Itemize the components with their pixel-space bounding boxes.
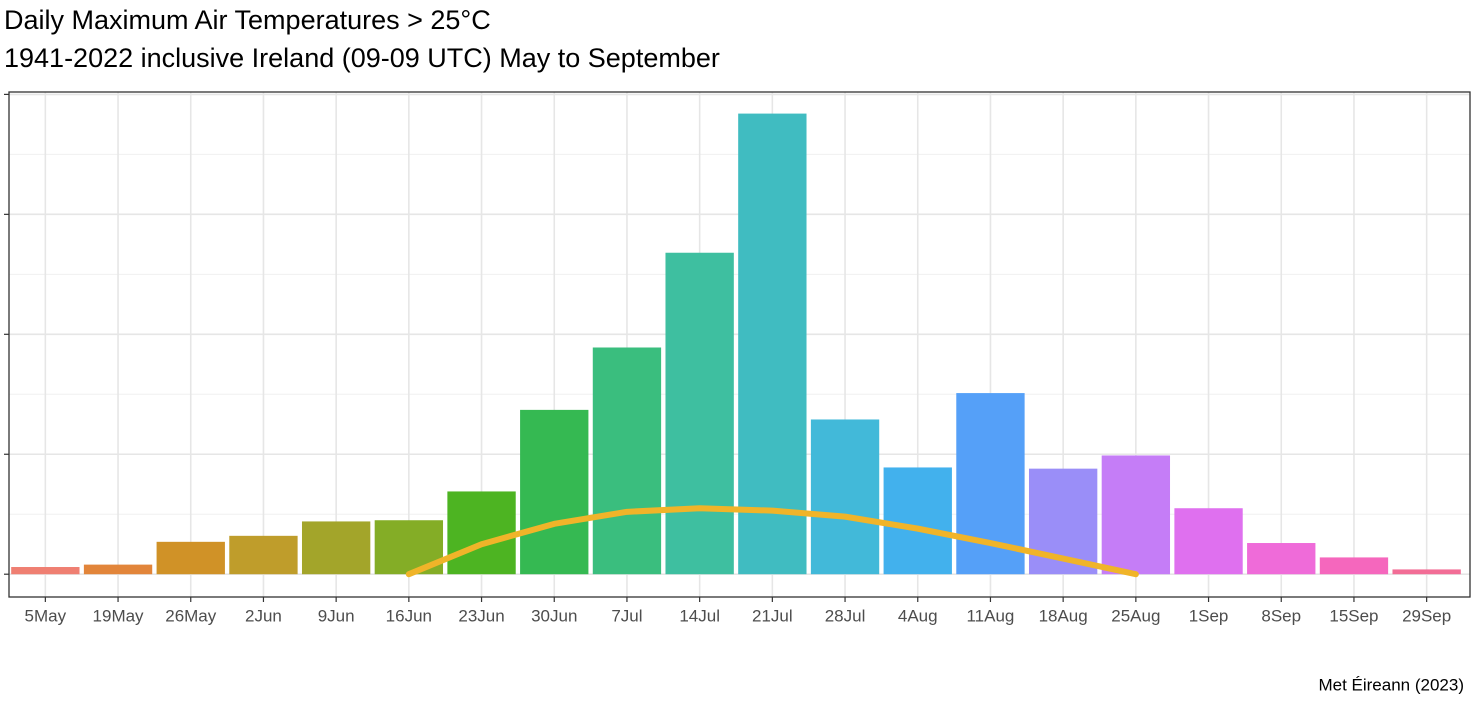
chart-subtitle: 1941-2022 inclusive Ireland (09-09 UTC) … [4,43,720,73]
x-tick-label: 14Jul [679,606,720,625]
x-tick-label: 15Sep [1329,606,1378,625]
trend-line [405,505,1139,578]
x-tick-label: 11Aug [966,606,1014,625]
x-tick-label: 18Aug [1039,606,1088,625]
x-tick-label: 29Sep [1402,606,1451,625]
bar [520,409,589,575]
x-tick-label: 4Aug [898,606,938,625]
bar [1101,455,1171,575]
caption: Met Éireann (2023) [1318,675,1464,694]
x-tick-label: 2Jun [245,606,282,625]
bar [883,467,952,575]
bar [447,491,516,575]
bar [83,564,153,575]
bar [11,567,80,575]
x-tick-label: 19May [93,606,145,625]
bar [1174,508,1243,575]
bar [738,113,807,575]
x-tick-label: 16Jun [386,606,432,625]
bar [156,541,225,575]
bar [592,347,662,575]
bar [665,252,734,575]
x-tick-label: 8Sep [1261,606,1301,625]
x-tick-label: 9Jun [318,606,355,625]
bar [1319,557,1389,575]
chart-title: Daily Maximum Air Temperatures > 25°C [4,5,491,35]
x-tick-label: 5May [25,606,67,625]
x-tick-label: 30Jun [531,606,577,625]
x-tick-label: 23Jun [458,606,504,625]
x-tick-label: 21Jul [752,606,793,625]
x-tick-label: 7Jul [611,606,642,625]
bar [1247,543,1316,575]
bar [1392,569,1461,575]
x-tick-label: 28Jul [825,606,866,625]
panel-border [8,91,1471,598]
bar [229,535,298,575]
x-tick-label: 25Aug [1111,606,1160,625]
bar [301,521,371,575]
bar [810,419,880,575]
x-tick-label: 26May [165,606,217,625]
x-tick-label: 1Sep [1189,606,1229,625]
